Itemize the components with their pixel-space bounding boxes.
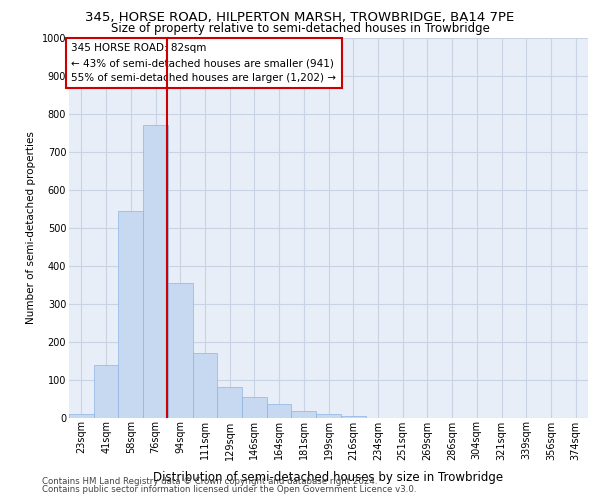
X-axis label: Distribution of semi-detached houses by size in Trowbridge: Distribution of semi-detached houses by …	[154, 471, 503, 484]
Bar	[267, 404, 292, 417]
Bar	[69, 414, 94, 418]
Bar	[292, 410, 316, 418]
Bar	[341, 416, 365, 418]
Text: Contains HM Land Registry data © Crown copyright and database right 2024.: Contains HM Land Registry data © Crown c…	[42, 477, 377, 486]
Text: Contains public sector information licensed under the Open Government Licence v3: Contains public sector information licen…	[42, 484, 416, 494]
Bar	[94, 365, 118, 418]
Bar	[242, 398, 267, 417]
Y-axis label: Number of semi-detached properties: Number of semi-detached properties	[26, 131, 36, 324]
Bar	[316, 414, 341, 418]
Bar	[168, 282, 193, 418]
Bar	[193, 353, 217, 418]
Text: Size of property relative to semi-detached houses in Trowbridge: Size of property relative to semi-detach…	[110, 22, 490, 35]
Text: 345, HORSE ROAD, HILPERTON MARSH, TROWBRIDGE, BA14 7PE: 345, HORSE ROAD, HILPERTON MARSH, TROWBR…	[85, 11, 515, 24]
Bar	[143, 125, 168, 418]
Bar	[217, 387, 242, 418]
Bar	[118, 211, 143, 418]
Text: 345 HORSE ROAD: 82sqm
← 43% of semi-detached houses are smaller (941)
55% of sem: 345 HORSE ROAD: 82sqm ← 43% of semi-deta…	[71, 43, 337, 83]
